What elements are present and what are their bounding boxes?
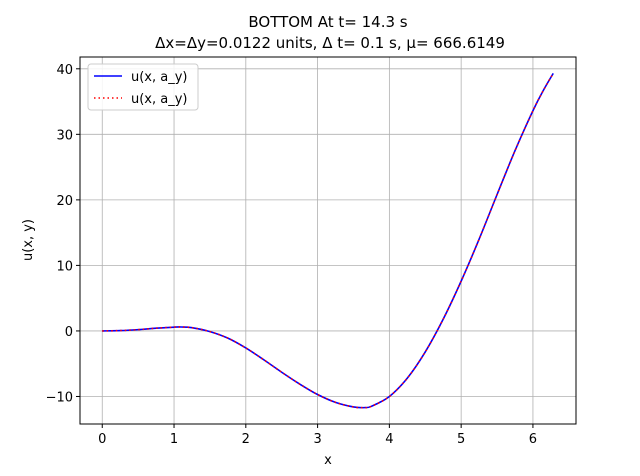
x-axis-label: x [324,453,332,468]
grid-lines [80,57,576,424]
plot-frame [79,56,577,425]
y-axis-label: u(x, y) [21,219,36,261]
y-tick-label: −10 [46,390,73,405]
legend: u(x, a_y) u(x, a_y) [87,63,199,111]
x-tick-label: 6 [529,432,537,447]
y-tick-label: 40 [56,63,73,78]
y-tick-label: 20 [56,194,73,209]
series-group [102,72,554,409]
x-tick-label: 4 [385,432,393,447]
chart-title-line-2: Δx=Δy=0.0122 units, Δ t= 0.1 s, μ= 666.6… [155,34,505,52]
x-axis-ticks: 0 1 2 3 4 5 6 [98,424,537,447]
x-tick-label: 5 [457,432,465,447]
x-tick-label: 2 [242,432,250,447]
legend-label-series-2: u(x, a_y) [131,92,188,107]
x-tick-label: 0 [98,432,106,447]
y-tick-label: 10 [56,259,73,274]
chart-title-line-1: BOTTOM At t= 14.3 s [248,13,407,31]
legend-label-series-1: u(x, a_y) [131,70,188,85]
y-tick-label: 30 [56,128,73,143]
series-line-2 [102,72,554,409]
series-line-1 [102,72,554,409]
x-tick-label: 3 [313,432,321,447]
y-axis-ticks: −10 0 10 20 30 40 [46,63,80,405]
x-tick-label: 1 [170,432,178,447]
y-tick-label: 0 [65,325,73,340]
